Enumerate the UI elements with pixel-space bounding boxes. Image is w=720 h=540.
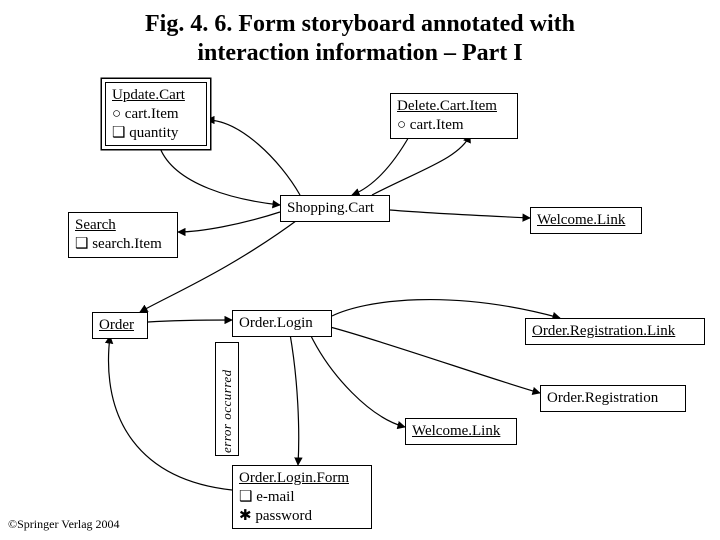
node-heading: Shopping.Cart bbox=[287, 199, 383, 218]
node-heading: Order bbox=[99, 316, 141, 335]
node-heading: Order.Registration.Link bbox=[532, 322, 698, 341]
figure-title: Fig. 4. 6. Form storyboard annotated wit… bbox=[0, 10, 720, 68]
node-heading: Delete.Cart.Item bbox=[397, 97, 511, 116]
node-heading: Order.Registration bbox=[547, 389, 679, 408]
node-attr: ❑ quantity bbox=[112, 124, 200, 143]
node-attr: ✱ password bbox=[239, 507, 365, 526]
edge-3 bbox=[372, 135, 470, 195]
edge-8 bbox=[332, 300, 560, 318]
edge-5 bbox=[390, 210, 530, 218]
node-heading: Order.Login.Form bbox=[239, 469, 365, 488]
node-attr: ○ cart.Item bbox=[397, 116, 511, 135]
node-attr: ○ cart.Item bbox=[112, 105, 200, 124]
edge-0 bbox=[160, 148, 280, 205]
node-order-login: Order.Login bbox=[232, 310, 332, 337]
error-occurred-label: error occurred bbox=[215, 342, 239, 456]
node-shopping-cart: Shopping.Cart bbox=[280, 195, 390, 222]
node-heading: Welcome.Link bbox=[537, 211, 635, 230]
node-update-cart: Update.Cart ○ cart.Item ❑ quantity bbox=[105, 82, 207, 146]
edge-7 bbox=[148, 320, 232, 322]
node-heading: Order.Login bbox=[239, 314, 325, 333]
edge-4 bbox=[178, 212, 280, 232]
node-order: Order bbox=[92, 312, 148, 339]
node-attr: ❑ e-mail bbox=[239, 488, 365, 507]
node-order-login-form: Order.Login.Form ❑ e-mail ✱ password bbox=[232, 465, 372, 529]
edge-10 bbox=[310, 334, 405, 427]
title-line-1: Fig. 4. 6. Form storyboard annotated wit… bbox=[145, 11, 575, 37]
node-attr: ❑ search.Item bbox=[75, 235, 171, 254]
edge-12 bbox=[109, 336, 232, 490]
edge-11 bbox=[290, 334, 299, 465]
node-heading: Search bbox=[75, 216, 171, 235]
copyright-footer: ©Springer Verlag 2004 bbox=[8, 517, 120, 532]
node-welcome-link-1: Welcome.Link bbox=[530, 207, 642, 234]
node-delete-cart-item: Delete.Cart.Item ○ cart.Item bbox=[390, 93, 518, 139]
node-order-registration: Order.Registration bbox=[540, 385, 686, 412]
node-search: Search ❑ search.Item bbox=[68, 212, 178, 258]
node-welcome-link-2: Welcome.Link bbox=[405, 418, 517, 445]
edges-layer bbox=[0, 0, 720, 540]
node-heading: Update.Cart bbox=[112, 86, 200, 105]
node-heading: Welcome.Link bbox=[412, 422, 510, 441]
edge-2 bbox=[352, 135, 410, 195]
title-line-2: interaction information – Part I bbox=[197, 40, 522, 66]
edge-9 bbox=[330, 327, 540, 393]
node-order-registration-link: Order.Registration.Link bbox=[525, 318, 705, 345]
edge-1 bbox=[207, 120, 300, 195]
